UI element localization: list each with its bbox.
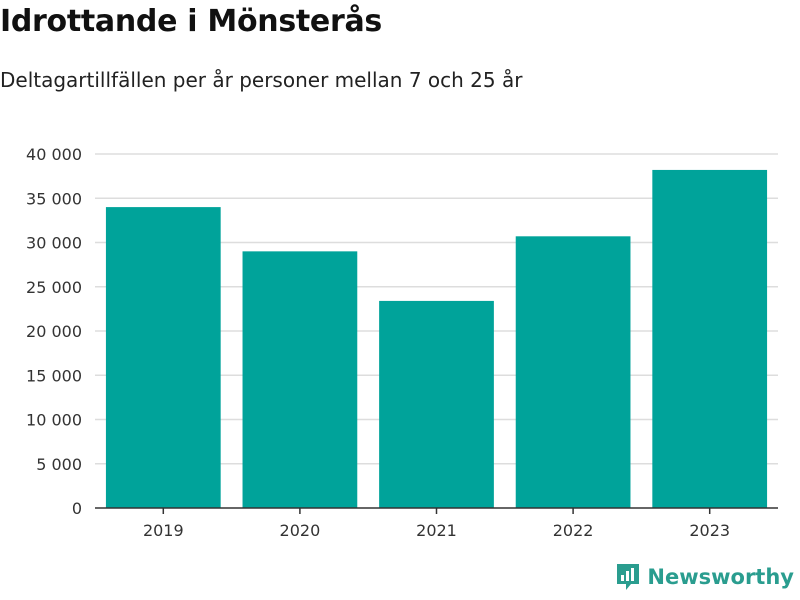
y-tick-label: 0 (72, 499, 82, 518)
bar-2020[interactable] (242, 251, 358, 508)
y-tick-label: 10 000 (26, 411, 82, 430)
x-tick-label: 2022 (553, 521, 594, 540)
y-tick-label: 30 000 (26, 234, 82, 253)
bar-chart: 0 5 000 10 000 15 000 20 000 25 000 30 000 35 0… (26, 145, 778, 540)
x-tick-label: 2019 (143, 521, 184, 540)
y-tick-label: 35 000 (26, 189, 82, 208)
x-tick-label: 2021 (416, 521, 457, 540)
y-tick-label: 25 000 (26, 278, 82, 297)
bar-2019[interactable] (105, 207, 221, 508)
y-tick-label: 5 000 (36, 455, 82, 474)
chart-title: Idrottande i Mönsterås (0, 4, 382, 39)
newsworthy-brand[interactable]: Newsworthy (615, 562, 794, 592)
bar-2022[interactable] (515, 236, 631, 508)
x-tick-label: 2020 (280, 521, 321, 540)
chart-subtitle: Deltagartillfällen per år personer mella… (0, 68, 523, 92)
bar-2021[interactable] (379, 300, 494, 508)
y-tick-label: 15 000 (26, 366, 82, 385)
x-tick-label: 2023 (689, 521, 730, 540)
bar-2023[interactable] (652, 169, 768, 508)
y-tick-label: 40 000 (26, 145, 82, 164)
newsworthy-brand-label: Newsworthy (647, 565, 794, 589)
y-tick-label: 20 000 (26, 322, 82, 341)
newsworthy-logo-icon (617, 564, 640, 590)
